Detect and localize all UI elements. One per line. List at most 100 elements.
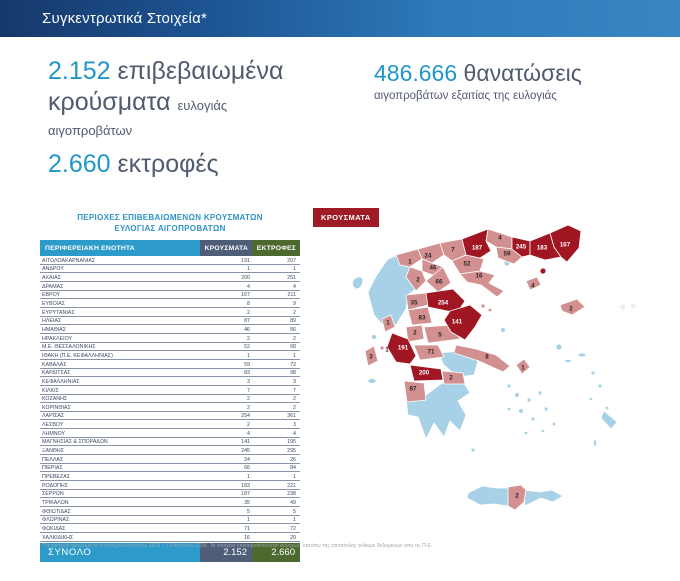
culls-sub: αιγοπροβάτων εξαιτίας της ευλογιάς bbox=[374, 90, 557, 102]
table-row: Μ.Ε. ΘΕΣΣΑΛΟΝΙΚΗΣ 52 68 bbox=[40, 343, 300, 352]
region-limnos-shape bbox=[525, 276, 542, 291]
region-name: ΚΕΦΑΛΛΗΝΙΑΣ bbox=[42, 378, 80, 385]
table-row: ΠΙΕΡΙΑΣ 66 84 bbox=[40, 464, 300, 473]
region-farms: 3 bbox=[293, 422, 296, 429]
region-cases: 167 bbox=[241, 292, 250, 299]
stat-cases-line1: 2.152 επιβεβαιωμένα bbox=[48, 56, 358, 87]
region-crete-east-shape bbox=[523, 489, 564, 507]
region-name: ΚΟΡΙΝΘΙΑΣ bbox=[42, 404, 71, 411]
stat-cullings: 486.666 θανατώσεις αιγοπροβάτων εξαιτίας… bbox=[374, 59, 664, 102]
map-legend-badge: ΚΡΟΥΣΜΑΤΑ bbox=[313, 208, 379, 227]
farms-value: 2.660 bbox=[48, 150, 111, 178]
region-cases: 16 bbox=[244, 534, 250, 541]
region-name: ΠΡΕΒΕΖΑΣ bbox=[42, 474, 70, 481]
map-case-count: 254 bbox=[437, 299, 449, 307]
table-title: ΠΕΡΙΟΧΕΣ ΕΠΙΒΕΒΑΙΩΜΕΝΩΝ ΚΡΟΥΣΜΑΤΩΝ ΕΥΛΟΓ… bbox=[40, 212, 300, 234]
region-cases: 2 bbox=[247, 396, 250, 403]
region-chalkidiki-shape bbox=[459, 270, 505, 298]
table-row: ΣΕΡΡΩΝ 187 238 bbox=[40, 490, 300, 499]
header-bar: Συγκεντρωτικά Στοιχεία* bbox=[0, 0, 680, 37]
region-florina-shape bbox=[395, 248, 423, 268]
region-achaia-shape bbox=[409, 364, 444, 382]
region-cases: 1 bbox=[247, 474, 250, 481]
region-farms: 72 bbox=[290, 526, 296, 532]
map-case-count: 2 bbox=[569, 305, 573, 313]
region-west-greece-shape bbox=[367, 254, 417, 332]
region-ileia-shape bbox=[403, 380, 427, 403]
island-shape bbox=[540, 428, 546, 434]
map-case-count: 5 bbox=[438, 331, 442, 339]
region-farms: 26 bbox=[290, 456, 296, 463]
region-farms: 1 bbox=[293, 517, 296, 524]
column-header-farms: ΕΚΤΡΟΦΕΣ bbox=[252, 240, 300, 256]
region-serres-shape bbox=[461, 228, 492, 259]
island-shape bbox=[590, 370, 596, 376]
region-evros-shape bbox=[549, 224, 582, 263]
map-case-count: 200 bbox=[418, 369, 430, 377]
region-farms: 221 bbox=[287, 482, 296, 489]
greece-map: ΚΡΟΥΣΜΑΤΑ bbox=[310, 203, 680, 553]
table-row: ΚΟΡΙΝΘΙΑΣ 2 2 bbox=[40, 403, 300, 412]
regions-table: ΠΕΡΙΟΧΕΣ ΕΠΙΒΕΒΑΙΩΜΕΝΩΝ ΚΡΟΥΣΜΑΤΩΝ ΕΥΛΟΓ… bbox=[40, 212, 300, 562]
region-karditsa-shape bbox=[407, 306, 433, 326]
island-chios-shape bbox=[555, 343, 563, 351]
map-case-count: 187 bbox=[471, 244, 483, 252]
table-row: ΚΕΦΑΛΛΗΝΙΑΣ 3 3 bbox=[40, 377, 300, 386]
stat-culls-line: 486.666 θανατώσεις bbox=[374, 59, 664, 87]
table-row: ΠΡΕΒΕΖΑΣ 1 1 bbox=[40, 472, 300, 482]
map-case-count: 1 bbox=[521, 364, 525, 372]
island-zakynthos-shape bbox=[367, 378, 377, 384]
map-case-count: 66 bbox=[435, 278, 443, 286]
region-farms: 1 bbox=[293, 266, 296, 273]
region-name: ΙΘΑΚΗ (Π.Ε. ΚΕΦΑΛΛΗΝΙΑΣ) bbox=[42, 352, 113, 359]
region-farms: 20 bbox=[290, 534, 296, 541]
region-cases: 59 bbox=[244, 361, 250, 368]
region-farms: 49 bbox=[290, 500, 296, 507]
region-name: ΑΧΑΪΑΣ bbox=[42, 274, 61, 281]
region-cases: 1 bbox=[247, 517, 250, 524]
regions-high-cases bbox=[386, 224, 582, 382]
region-fokida-shape bbox=[413, 344, 445, 361]
region-farms: 84 bbox=[290, 465, 296, 472]
region-farms: 68 bbox=[290, 344, 296, 351]
region-farms: 251 bbox=[287, 274, 296, 281]
table-row: ΦΩΚΙΔΑΣ 71 72 bbox=[40, 524, 300, 533]
island-shape bbox=[537, 390, 543, 396]
region-farms: 361 bbox=[287, 413, 296, 420]
total-cases: 2.152 bbox=[200, 542, 252, 562]
island-shape bbox=[597, 383, 603, 389]
region-kozani-shape bbox=[405, 266, 427, 292]
region-irakleio-shape bbox=[507, 484, 527, 511]
table-row: ΕΒΡΟΥ 167 211 bbox=[40, 291, 300, 300]
island-sporades-shape bbox=[480, 303, 486, 309]
region-cases: 8 bbox=[247, 300, 250, 307]
cases-sub: ευλογιάς bbox=[177, 98, 228, 113]
table-row: ΔΡΑΜΑΣ 4 4 bbox=[40, 282, 300, 291]
region-cases: 5 bbox=[247, 508, 250, 515]
region-farms: 7 bbox=[293, 387, 296, 394]
region-cases: 4 bbox=[247, 283, 250, 290]
region-name: ΕΥΡΥΤΑΝΙΑΣ bbox=[42, 309, 75, 316]
region-lesvos-shape bbox=[559, 298, 586, 316]
map-case-count: 4 bbox=[498, 234, 502, 242]
table-row: ΚΟΖΑΝΗΣ 2 2 bbox=[40, 395, 300, 404]
stat-confirmed-cases: 2.152 επιβεβαιωμένα κρούσματα ευλογιάς α… bbox=[48, 56, 358, 138]
farms-label: εκτροφές bbox=[117, 150, 219, 178]
region-cases: 141 bbox=[241, 439, 250, 446]
page-title: Συγκεντρωτικά Στοιχεία* bbox=[42, 10, 207, 27]
island-kythira-shape bbox=[470, 447, 476, 453]
region-farms: 56 bbox=[290, 326, 296, 333]
island-shape bbox=[518, 408, 524, 414]
region-name: ΑΙΤΩΛΟΑΚΑΡΝΑΝΙΑΣ bbox=[42, 257, 96, 264]
region-cases: 187 bbox=[241, 491, 250, 498]
map-case-count: 46 bbox=[429, 264, 437, 272]
region-farms: 207 bbox=[287, 257, 296, 264]
island-shape bbox=[588, 396, 594, 402]
table-row: ΜΑΓΝΗΣΙΑΣ & ΣΠΟΡΑΔΩΝ 141 195 bbox=[40, 438, 300, 447]
map-case-count: 2 bbox=[413, 329, 417, 337]
region-cases: 3 bbox=[247, 378, 250, 385]
cases-label2: κρούσματα bbox=[48, 88, 171, 116]
region-name: ΠΕΛΛΑΣ bbox=[42, 456, 64, 463]
island-shape bbox=[530, 416, 536, 422]
table-row: ΚΑΡΔΙΤΣΑΣ 83 98 bbox=[40, 369, 300, 378]
